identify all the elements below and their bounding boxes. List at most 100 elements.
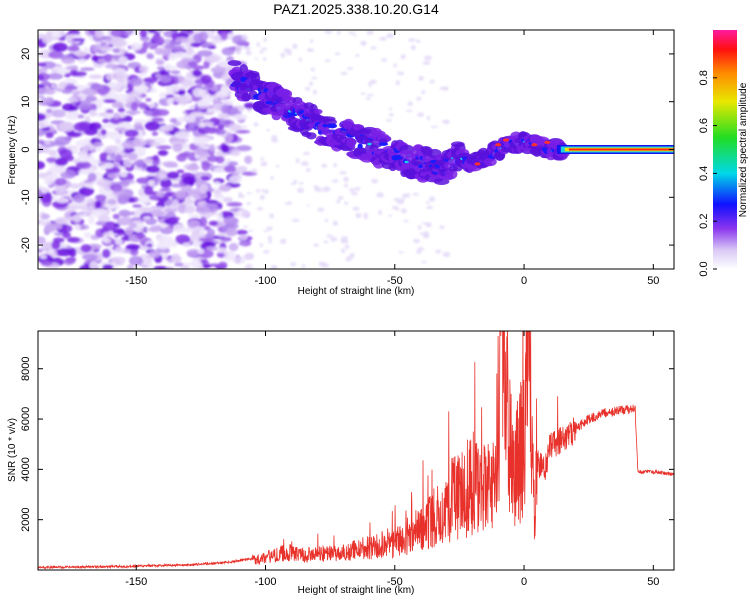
spectrogram-noise-blob [312,89,317,95]
spectrogram-noise-blob [95,221,106,226]
spectrogram-noise-blob [244,155,253,165]
spectrogram-noise-blob [156,59,165,66]
colorbar-tick-label: 0.6 [698,118,710,133]
spectrogram-noise-blob [290,182,296,185]
spectrogram-noise-blob [232,256,246,265]
spectrogram-noise-blob [213,193,225,200]
spectrogram-noise-blob [337,30,341,35]
spectrogram-noise-blob [55,185,64,196]
spectrogram-noise-blob [239,234,248,241]
spectrogram-noise-blob [235,166,247,174]
spectrogram-noise-blob [66,97,80,103]
spectrogram-noise-blob [107,172,120,179]
spectrogram-noise-blob [100,45,113,52]
spectrogram-noise-blob [254,57,258,60]
spectrogram-noise-blob [186,164,200,171]
spectrogram-noise-blob [128,222,137,229]
spectrogram-noise-blob [69,69,78,77]
spectrogram-noise-blob [44,140,52,146]
snr-xtick-label: -50 [387,576,403,588]
spectrogram-noise-blob [400,208,407,214]
spectrogram-noise-blob [201,160,211,171]
spectrogram-noise-blob [220,84,231,95]
spectrogram-noise-blob [148,102,155,109]
spectrogram-noise-blob [50,84,57,89]
spectrogram-noise-blob [235,44,242,55]
spectrogram-ylabel: Frequency (Hz) [7,116,18,185]
spectrogram-noise-blob [161,207,178,213]
spectrogram-noise-blob [226,132,234,143]
spectrogram-noise-blob [123,158,133,168]
spectrogram-hotspot [544,140,551,144]
spectrogram-noise-blob [144,110,153,117]
spectrogram-noise-blob [199,216,208,227]
spectrogram-noise-blob [116,181,131,186]
spectrogram-noise-blob [139,30,148,38]
spectrogram-noise-blob [137,102,147,108]
spectrogram-noise-blob [99,152,108,162]
spectrogram-noise-blob [210,66,226,74]
spectrogram-noise-blob [73,122,89,132]
spectrogram-noise-blob [421,90,426,95]
spectrogram-noise-blob [192,69,202,77]
spectrogram-noise-blob [145,98,152,102]
spectrogram-noise-blob [238,191,243,197]
spectrogram-noise-blob [189,213,200,220]
spectrogram-noise-blob [89,261,98,269]
spectrogram-noise-blob [343,176,349,182]
spectrogram-noise-blob [360,92,366,95]
spectrogram-noise-blob [68,215,81,221]
spectrogram-noise-blob [429,79,435,84]
spectrogram-noise-blob [191,229,201,236]
spectrogram-ridge-blob [231,66,242,73]
snr-xtick-label: -100 [254,576,276,588]
spectrogram-noise-blob [208,220,219,226]
snr-xtick-label: 0 [521,576,527,588]
spectrogram-noise-blob [38,113,46,122]
snr-xlabel: Height of straight line (km) [298,585,415,596]
spectrogram-noise-blob [317,207,325,212]
snr-ytick-label: 6000 [20,407,32,431]
spectrogram-noise-blob [172,198,180,209]
spectrogram-noise-blob [174,85,189,90]
spectrogram-noise-blob [181,79,194,87]
spectrogram-ridge-blob [306,132,317,140]
spectrogram-noise-blob [112,228,125,235]
spectrogram-noise-blob [118,112,127,118]
spectrogram-noise-blob [105,72,115,81]
spectrogram-noise-blob [38,161,46,170]
spectrogram-noise-blob [106,112,113,120]
spectrogram-noise-blob [227,161,239,166]
spectrogram-xtick-label: -50 [387,275,403,287]
spectrogram-ytick-label: -20 [20,237,32,253]
spectrogram-noise-blob [424,55,433,61]
spectrogram-noise-blob [354,186,361,191]
spectrogram-noise-blob [396,71,405,76]
spectrogram-noise-blob [128,153,138,161]
spectrogram-noise-blob [138,194,151,205]
spectrogram-noise-blob [304,86,311,91]
spectrogram-noise-blob [157,235,173,243]
spectrogram-noise-blob [426,205,434,210]
spectrogram-noise-blob [38,62,47,67]
spectrogram-noise-blob [310,38,314,44]
spectrogram-noise-blob [318,261,326,267]
spectrogram-noise-blob [172,143,183,153]
spectrogram-noise-blob [52,42,68,52]
spectrogram-noise-blob [74,223,81,231]
spectrogram-noise-blob [425,222,432,228]
spectrogram-noise-blob [367,93,374,97]
spectrogram-noise-blob [218,261,228,269]
spectrogram-noise-blob [73,194,85,203]
spectrogram-noise-blob [268,238,272,244]
spectrogram-noise-blob [99,112,107,117]
spectrogram-noise-blob [416,96,422,101]
spectrogram-noise-blob [416,112,425,117]
spectrogram-noise-blob [228,242,239,252]
colorbar-tick-label: 0.0 [698,261,710,276]
spectrogram-noise-blob [71,37,86,42]
spectrogram-noise-blob [91,55,99,62]
snr-panel: -150 -100 -50 0 50 2000 4000 6000 8000 Height of… [7,330,675,596]
spectrogram-noise-blob [132,138,147,148]
spectrogram-noise-blob [38,84,45,89]
